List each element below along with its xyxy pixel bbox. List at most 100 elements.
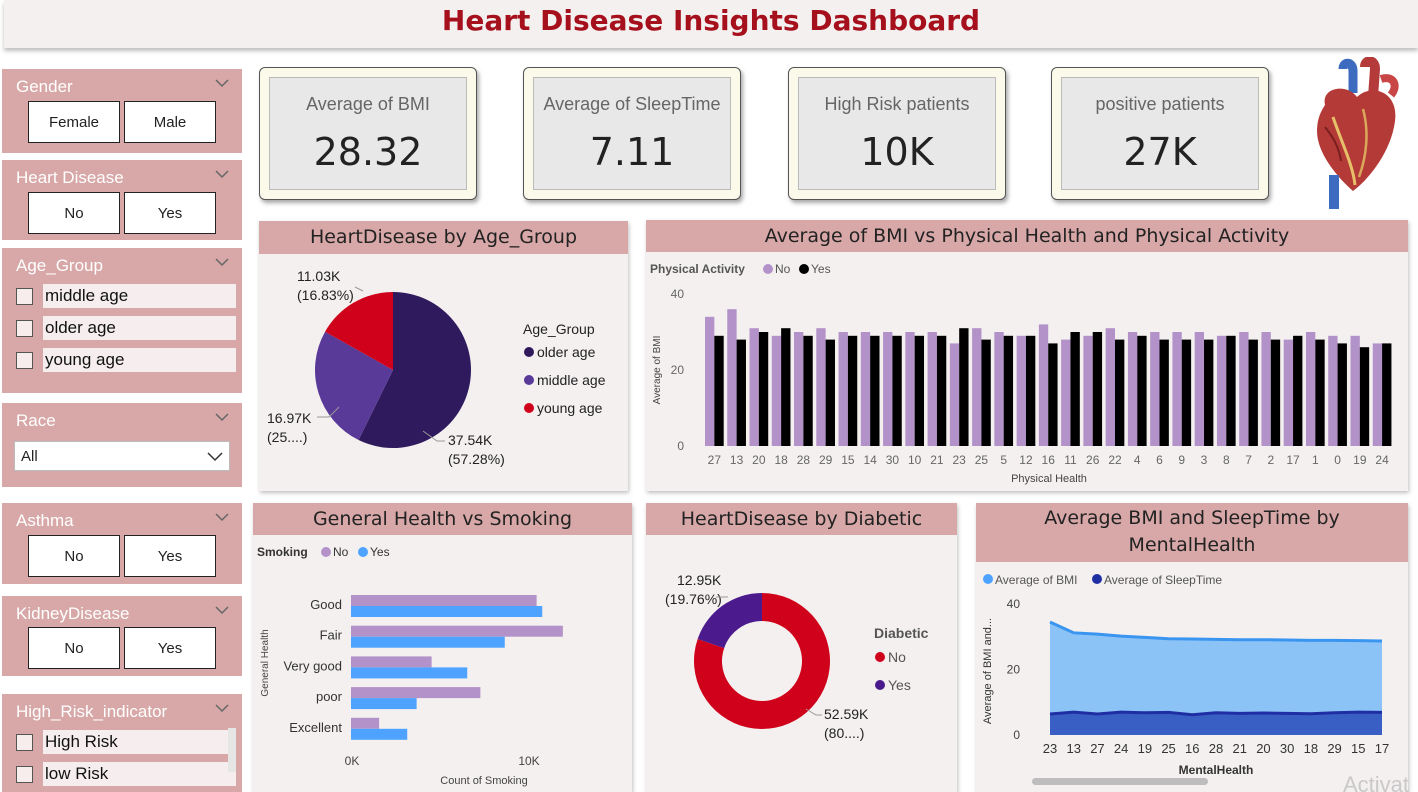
- y-axis-label: Average of BMI and...: [982, 618, 994, 724]
- x-tick-label: 25: [1161, 741, 1175, 756]
- bar-no: [351, 656, 432, 668]
- chevron-down-icon[interactable]: [214, 509, 230, 525]
- heart-disease-slicer-title: Heart Disease: [16, 168, 124, 187]
- x-tick-label: 10K: [518, 754, 539, 768]
- legend-dot: [799, 264, 809, 274]
- legend-title: Age_Group: [523, 321, 595, 337]
- bar-yes: [1181, 339, 1192, 446]
- legend-label: young age: [537, 400, 603, 416]
- bar-yes: [914, 335, 925, 446]
- slice-pct-label: (16.83%): [297, 287, 354, 303]
- bar-no: [351, 625, 563, 637]
- asthma-yes-button[interactable]: Yes: [124, 535, 216, 577]
- bar-yes: [1048, 343, 1058, 446]
- bar-no: [351, 717, 380, 729]
- smoking-bar-chart: Smoking No Yes Good Fair Very good poor Excelle…: [257, 545, 563, 787]
- legend-label: No: [333, 545, 349, 559]
- age-group-item-young[interactable]: young age: [16, 348, 236, 372]
- age-group-item-middle[interactable]: middle age: [16, 284, 236, 308]
- pie-slice-older-age: [358, 292, 471, 448]
- high-risk-item-low[interactable]: low Risk: [16, 762, 236, 786]
- age-group-pie-chart: 37.54K (57.28%) 16.97K (25....) 11.03K (16.83…: [267, 268, 606, 467]
- bar-yes: [1092, 332, 1103, 446]
- age-group-slicer: Age_Group middle age older age young age: [2, 248, 242, 393]
- bar-no: [994, 332, 1004, 446]
- gender-female-button[interactable]: Female: [28, 101, 120, 143]
- x-tick-label: 21: [1232, 741, 1246, 756]
- bar-yes: [959, 328, 969, 446]
- x-tick-label: 19: [1353, 453, 1367, 467]
- bar-yes: [1382, 343, 1392, 446]
- gender-male-button[interactable]: Male: [124, 101, 216, 143]
- watermark: Activat: [1343, 772, 1410, 792]
- x-tick-label: 20: [1256, 741, 1270, 756]
- sleeptime-line: [1049, 710, 1383, 717]
- checkbox[interactable]: [16, 351, 33, 369]
- kpi-value: 10K: [860, 130, 934, 174]
- bar-no: [1283, 339, 1294, 446]
- bar-yes: [1204, 339, 1214, 446]
- slicer-scrollbar[interactable]: [228, 728, 236, 772]
- chevron-down-icon[interactable]: [214, 409, 230, 425]
- bar-no: [727, 309, 737, 446]
- chevron-down-icon[interactable]: [214, 602, 230, 618]
- age-group-item-older[interactable]: older age: [16, 316, 236, 340]
- diabetic-donut-chart: 52.59K (80....) 12.95K (19.76%) Diabetic No Ye…: [665, 572, 929, 741]
- kidney-no-button[interactable]: No: [28, 627, 120, 669]
- chevron-down-icon[interactable]: [214, 75, 230, 91]
- bar-yes: [1270, 339, 1281, 446]
- x-tick-label: 30: [1280, 741, 1294, 756]
- legend-label: Yes: [811, 262, 831, 276]
- kpi-card-sleeptime: Average of SleepTime 7.11: [523, 67, 741, 200]
- chevron-down-icon[interactable]: [214, 700, 230, 716]
- x-tick-label: 16: [1185, 741, 1199, 756]
- bar-no: [1350, 335, 1360, 446]
- y-axis-label: General Health: [260, 629, 271, 696]
- bmi-line: [1049, 620, 1383, 643]
- slice-pct-label: (57.28%): [448, 451, 505, 467]
- bmi-area: [1050, 622, 1382, 735]
- chevron-down-icon[interactable]: [214, 166, 230, 182]
- bar-yes: [1315, 339, 1325, 446]
- y-tick-label: Very good: [283, 658, 342, 673]
- legend-dot: [763, 264, 773, 274]
- legend-label: No: [888, 649, 906, 665]
- x-tick-label: 16: [1042, 453, 1056, 467]
- bar-yes: [981, 339, 991, 446]
- x-tick-label: 3: [1201, 453, 1208, 467]
- horizontal-scrollbar[interactable]: [1032, 778, 1208, 785]
- legend-label: older age: [537, 344, 596, 360]
- kpi-card-positive: positive patients 27K: [1051, 67, 1269, 200]
- checkbox[interactable]: [16, 287, 33, 305]
- checkbox[interactable]: [16, 319, 33, 337]
- bar-no: [883, 332, 893, 446]
- legend-label: Average of BMI: [995, 573, 1078, 587]
- y-tick-label: 20: [1007, 663, 1021, 677]
- bar-no: [794, 332, 804, 446]
- sleeptime-area: [1050, 712, 1382, 735]
- bar-no: [1038, 324, 1049, 446]
- kidney-yes-button[interactable]: Yes: [124, 627, 216, 669]
- x-tick-label: 12: [1019, 453, 1033, 467]
- legend-dot: [321, 547, 331, 557]
- asthma-slicer-title: Asthma: [16, 511, 74, 530]
- high-risk-item-high[interactable]: High Risk: [16, 730, 236, 754]
- bar-no: [860, 332, 871, 446]
- checkbox[interactable]: [16, 765, 33, 783]
- bar-yes: [892, 335, 902, 446]
- slice-pct-label: (80....): [824, 725, 864, 741]
- checkbox[interactable]: [16, 733, 33, 751]
- kidney-disease-slicer: KidneyDisease No Yes: [2, 596, 242, 676]
- x-tick-label: 9: [1178, 453, 1185, 467]
- race-dropdown[interactable]: All: [14, 441, 230, 471]
- asthma-no-button[interactable]: No: [28, 535, 120, 577]
- x-tick-label: 19: [1138, 741, 1152, 756]
- heart-disease-yes-button[interactable]: Yes: [124, 192, 216, 234]
- gender-slicer-title: Gender: [16, 77, 73, 96]
- heart-disease-no-button[interactable]: No: [28, 192, 120, 234]
- x-tick-label: 26: [1086, 453, 1100, 467]
- legend-dot: [524, 347, 534, 357]
- bar-yes: [1226, 335, 1236, 446]
- bar-yes: [758, 332, 769, 446]
- chevron-down-icon[interactable]: [214, 254, 230, 270]
